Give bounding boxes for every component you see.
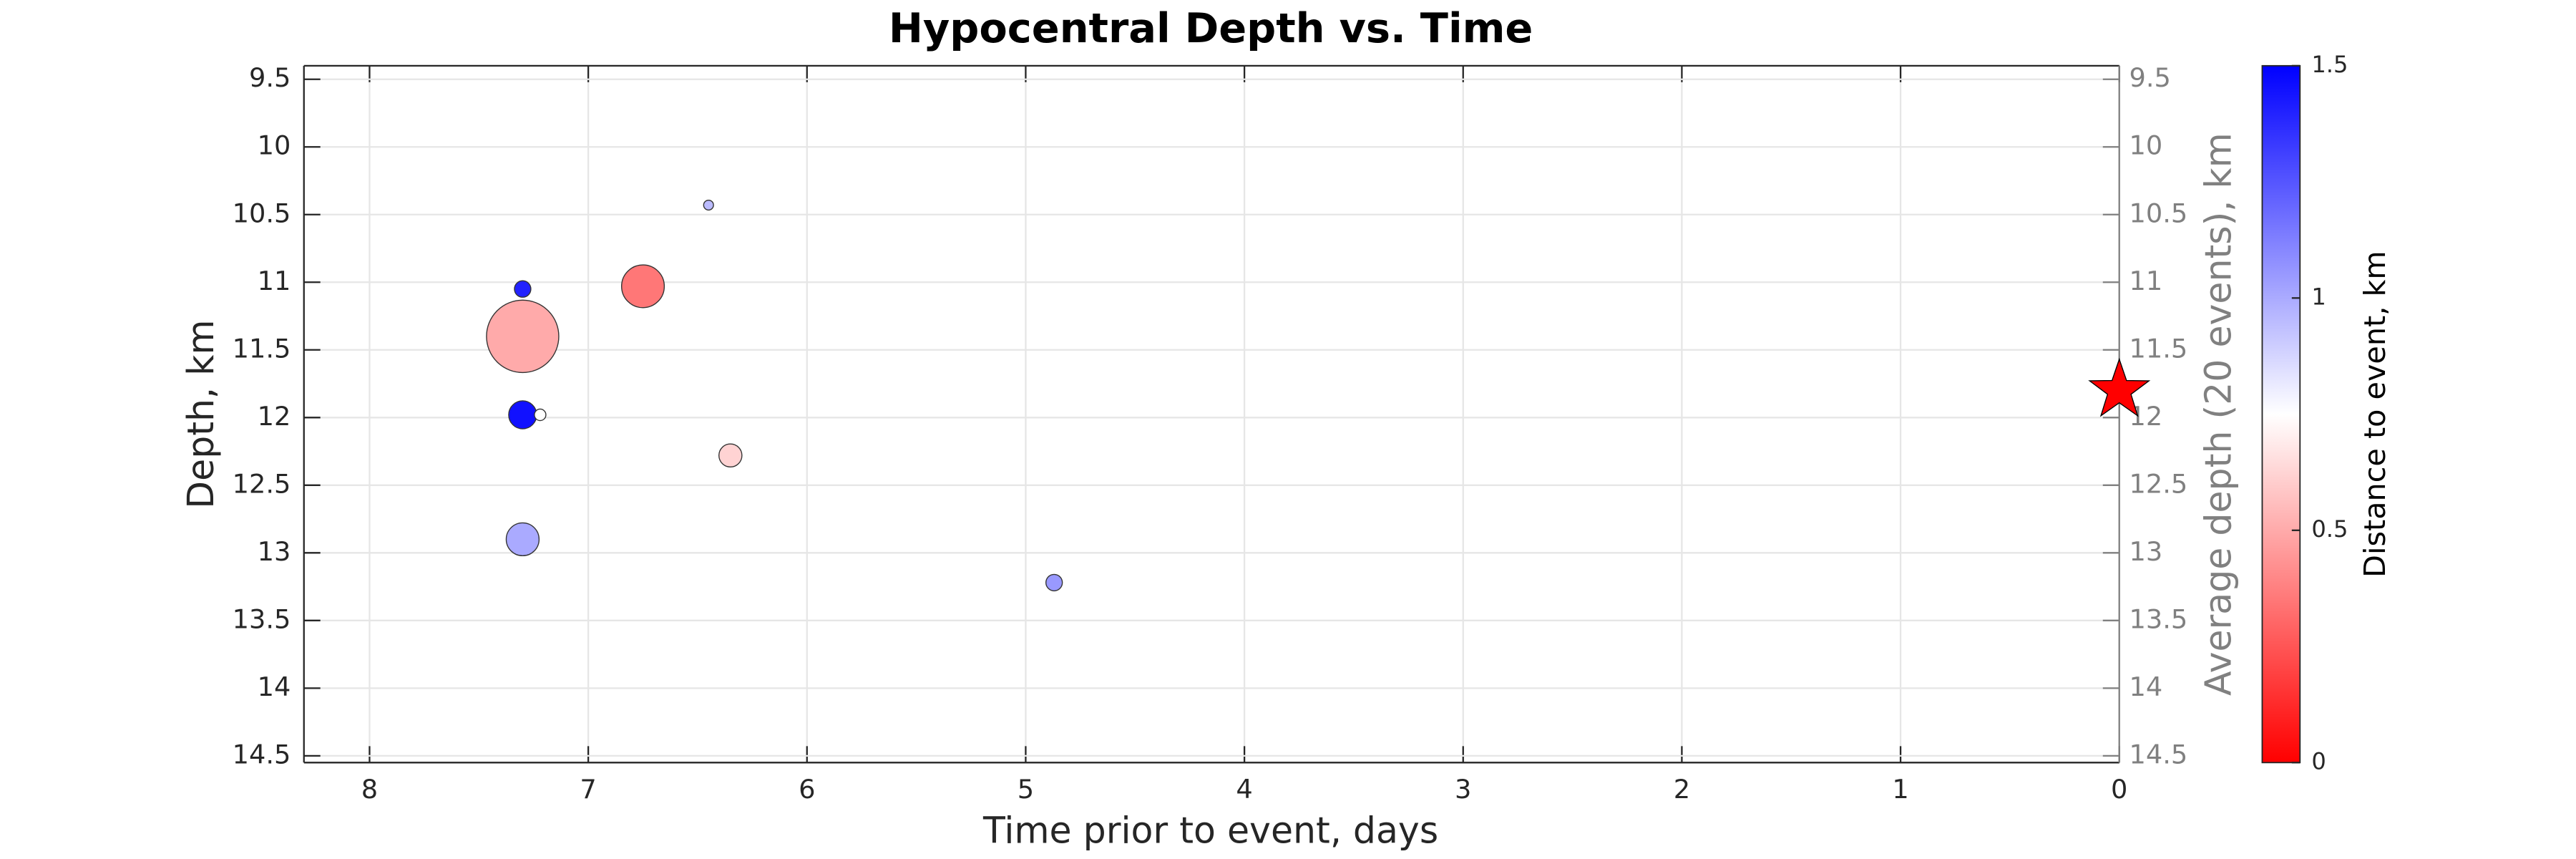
x-axis-label: Time prior to event, days <box>982 810 1438 852</box>
data-point <box>1045 573 1063 592</box>
x-tick-label: 2 <box>1674 774 1690 805</box>
y2-tick-label: 12.5 <box>2129 468 2188 499</box>
colorbar-tick-label: 0 <box>2311 747 2326 775</box>
colorbar-tick-label: 0.5 <box>2311 515 2348 543</box>
data-point <box>718 443 743 467</box>
data-point <box>505 522 540 557</box>
y2-axis-label: Average depth (20 events), km <box>2197 132 2240 696</box>
data-point <box>514 280 532 298</box>
y2-tick-label: 14.5 <box>2129 739 2188 770</box>
y-tick-label: 14.5 <box>233 739 291 770</box>
y-tick-label: 12.5 <box>233 468 291 499</box>
x-tick-label: 5 <box>1018 774 1034 805</box>
y-tick-label: 9.5 <box>249 62 291 93</box>
y2-tick-label: 13.5 <box>2129 603 2188 634</box>
colorbar-label: Distance to event, km <box>2358 251 2392 577</box>
data-point <box>508 400 537 430</box>
y-tick-label: 10 <box>258 130 291 161</box>
y2-tick-label: 10 <box>2129 130 2163 161</box>
colorbar-tick-label: 1.5 <box>2311 51 2348 78</box>
data-point <box>486 299 560 374</box>
y-tick-label: 12 <box>258 401 291 432</box>
data-point <box>620 264 665 309</box>
x-tick-label: 4 <box>1236 774 1252 805</box>
y-tick-label: 13.5 <box>233 603 291 634</box>
plot-area <box>303 65 2119 763</box>
y-tick-label: 13 <box>258 536 291 567</box>
x-tick-label: 8 <box>361 774 378 805</box>
x-tick-label: 1 <box>1892 774 1908 805</box>
chart-title: Hypocentral Depth vs. Time <box>889 4 1533 52</box>
colorbar <box>2261 64 2301 764</box>
y-axis-label: Depth, km <box>180 319 222 508</box>
y2-tick-label: 10.5 <box>2129 198 2188 228</box>
event-star <box>2088 357 2151 417</box>
y2-tick-label: 13 <box>2129 536 2163 567</box>
y2-tick-label: 11 <box>2129 266 2163 296</box>
y-tick-label: 11.5 <box>233 333 291 364</box>
x-tick-label: 6 <box>799 774 815 805</box>
colorbar-tick-label: 1 <box>2311 283 2326 310</box>
data-point <box>703 199 714 211</box>
y2-tick-label: 9.5 <box>2129 62 2171 93</box>
y2-tick-label: 11.5 <box>2129 333 2188 364</box>
x-tick-label: 0 <box>2111 774 2127 805</box>
data-point <box>534 408 547 422</box>
y2-tick-label: 14 <box>2129 671 2163 702</box>
x-tick-label: 7 <box>580 774 596 805</box>
y-tick-label: 11 <box>258 266 291 296</box>
x-tick-label: 3 <box>1455 774 1471 805</box>
y-tick-label: 14 <box>258 671 291 702</box>
y-tick-label: 10.5 <box>233 198 291 228</box>
